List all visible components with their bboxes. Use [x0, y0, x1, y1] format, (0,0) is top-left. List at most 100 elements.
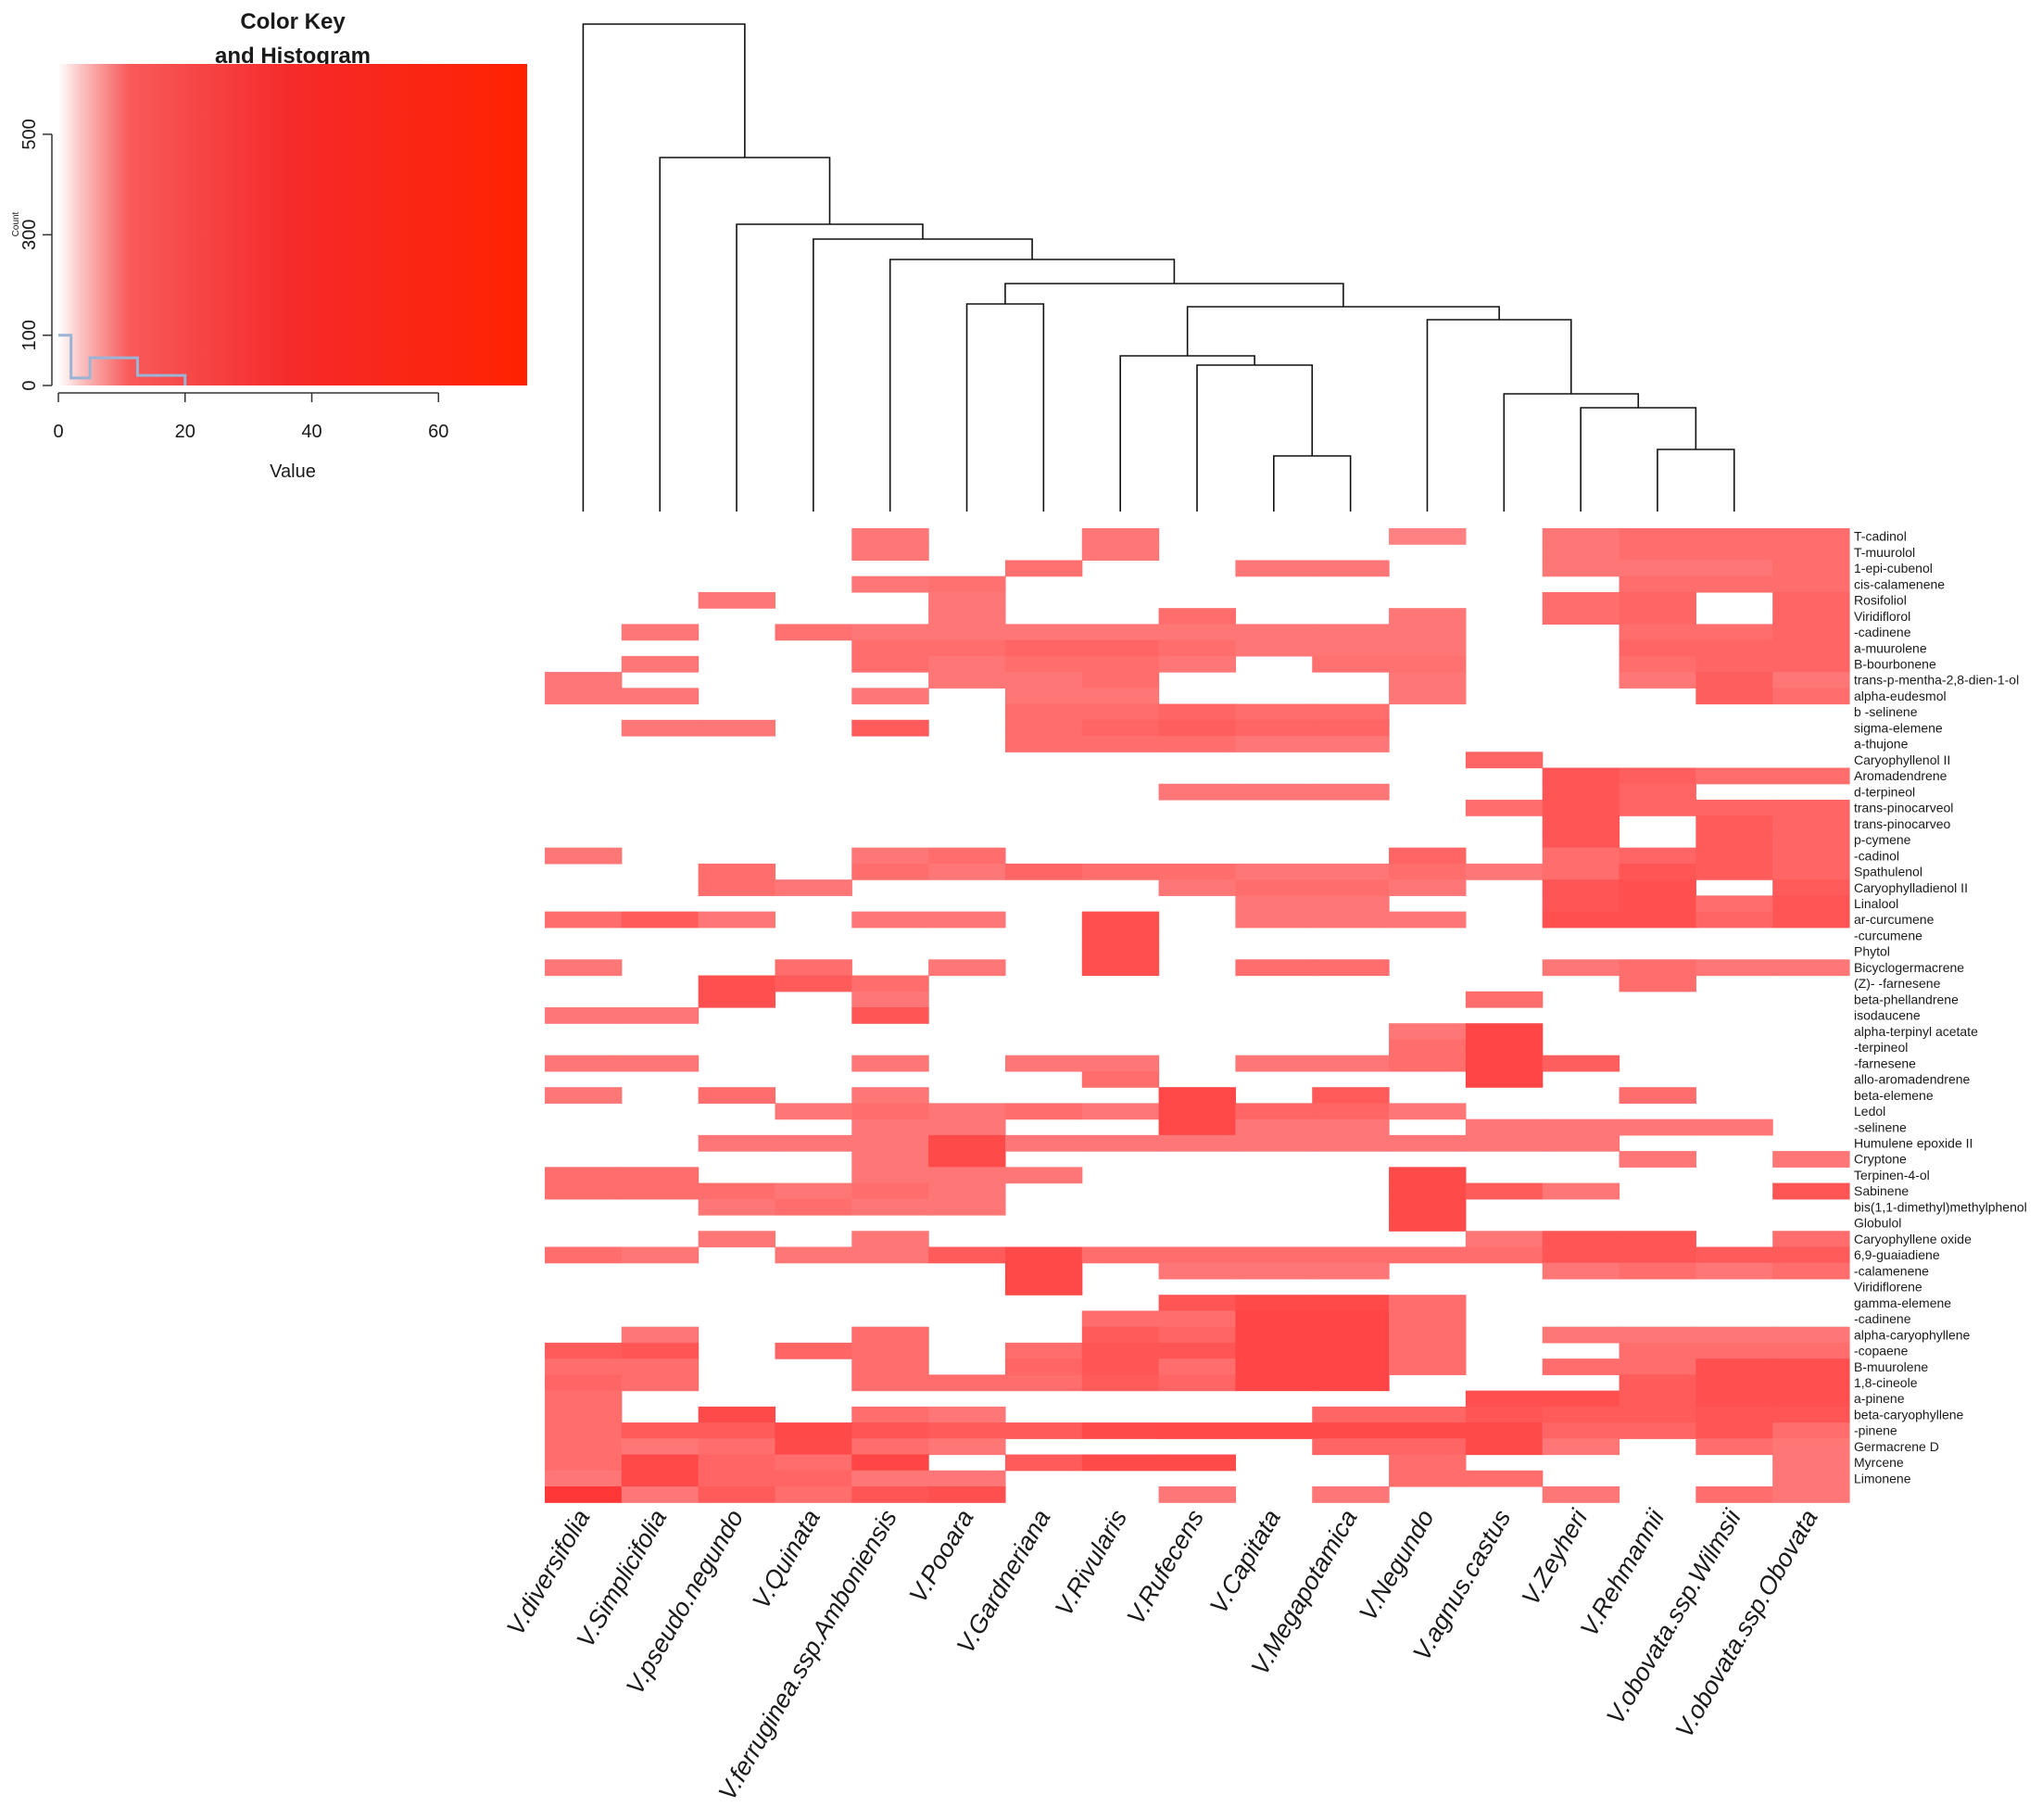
heatmap-cell	[1619, 624, 1696, 641]
heatmap-cell	[851, 1470, 929, 1487]
column-label: V.Rufecens	[1121, 1505, 1209, 1629]
heatmap-cell	[1235, 959, 1313, 977]
heatmap-cell	[621, 1182, 700, 1200]
heatmap-cell	[1004, 1374, 1083, 1392]
y-tick-label: 100	[19, 320, 40, 350]
heatmap-cell	[1081, 959, 1160, 977]
heatmap-cell	[1542, 1246, 1620, 1264]
heatmap-cell	[698, 719, 776, 737]
column-label: V.Zeyheri	[1517, 1504, 1594, 1610]
heatmap-cell	[1312, 783, 1390, 801]
heatmap-cell	[1312, 1326, 1390, 1344]
heatmap-cell	[1772, 544, 1850, 562]
heatmap-cell	[1619, 911, 1696, 929]
heatmap-cell	[1389, 1342, 1467, 1359]
heatmap-cell	[1695, 911, 1773, 929]
row-labels: T-cadinolT-muurolol1-epi-cubenolcis-cala…	[1854, 529, 2027, 1486]
heatmap-cell	[1158, 1454, 1237, 1472]
heatmap-cell	[928, 1438, 1006, 1456]
heatmap-cell	[1542, 1055, 1620, 1072]
heatmap-cell	[1619, 799, 1696, 816]
heatmap-cell	[1389, 1167, 1467, 1184]
heatmap-cell	[1081, 639, 1160, 657]
heatmap-cell	[1695, 1486, 1773, 1503]
heatmap-cell	[545, 1007, 623, 1024]
heatmap-cell	[1542, 544, 1620, 562]
row-label: -cadinene	[1854, 1311, 1911, 1326]
heatmap-cell	[1465, 1182, 1544, 1200]
row-label: Ledol	[1854, 1104, 1885, 1119]
heatmap-cell	[1235, 863, 1313, 880]
heatmap-cell	[1542, 1182, 1620, 1200]
heatmap-cell	[1695, 1326, 1773, 1344]
heatmap-cell	[1465, 1470, 1544, 1487]
heatmap-cell	[851, 544, 929, 562]
heatmap-cell	[1619, 1262, 1696, 1280]
heatmap-cell	[1542, 895, 1620, 913]
heatmap-cell	[621, 624, 700, 641]
heatmap-cell	[1465, 1055, 1544, 1072]
row-label: Viridiflorene	[1854, 1280, 1922, 1295]
heatmap-cell	[1619, 1422, 1696, 1439]
heatmap-cell	[1695, 1262, 1773, 1280]
heatmap-cell	[698, 1198, 776, 1216]
heatmap-cell	[545, 1182, 623, 1200]
heatmap-cell	[698, 1134, 776, 1152]
heatmap-cell	[1312, 560, 1390, 577]
row-label: alpha-terpinyl acetate	[1854, 1024, 1978, 1039]
heatmap-cell	[1081, 911, 1160, 929]
heatmap-cell	[1695, 1438, 1773, 1456]
heatmap-cell	[928, 1198, 1006, 1216]
heatmap-cell	[1772, 655, 1850, 673]
row-label: -copaene	[1854, 1344, 1909, 1359]
heatmap-cell	[1389, 911, 1467, 929]
heatmap-cell	[1389, 1326, 1467, 1344]
heatmap-cell	[1081, 1070, 1160, 1088]
heatmap-cell	[1158, 1422, 1237, 1439]
heatmap-cell	[1158, 736, 1237, 752]
heatmap-cell	[1235, 1326, 1313, 1344]
heatmap-cell	[1465, 1438, 1544, 1456]
dendrogram-branch	[1657, 449, 1735, 512]
dendrogram-branch	[1004, 283, 1344, 307]
heatmap-cell	[1695, 1406, 1773, 1423]
heatmap-cell	[1542, 528, 1620, 545]
heatmap-cell	[698, 591, 776, 609]
heatmap-cell	[851, 1182, 929, 1200]
heatmap-cell	[851, 911, 929, 929]
heatmap-cell	[775, 1246, 852, 1264]
heatmap-cell	[1542, 1326, 1620, 1344]
heatmap-cell	[1312, 1119, 1390, 1136]
heatmap-cell	[545, 1342, 623, 1359]
heatmap-cell	[1772, 608, 1850, 625]
heatmap-cell	[1235, 895, 1313, 913]
heatmap-cell	[928, 1103, 1006, 1120]
heatmap-cell	[851, 719, 929, 737]
heatmap-cell	[1235, 1374, 1313, 1392]
heatmap-cell	[621, 1422, 700, 1439]
heatmap-cell	[1772, 831, 1850, 849]
heatmap-cell	[1158, 655, 1237, 673]
heatmap-cell	[775, 1438, 852, 1456]
heatmap-cell	[621, 1374, 700, 1392]
heatmap-cell	[545, 1422, 623, 1439]
heatmap-cell	[1312, 655, 1390, 673]
heatmap-cell	[1389, 1023, 1467, 1041]
heatmap-cell	[1619, 544, 1696, 562]
heatmap-cell	[1772, 1151, 1850, 1168]
row-label: -cadinol	[1854, 848, 1899, 863]
heatmap-cell	[1695, 895, 1773, 913]
heatmap-cell	[1389, 1470, 1467, 1487]
heatmap-cell	[851, 1134, 929, 1152]
heatmap-cell	[851, 991, 929, 1008]
heatmap-cell	[851, 688, 929, 705]
heatmap-cell	[1772, 1374, 1850, 1392]
heatmap-cell	[1619, 975, 1696, 992]
heatmap-cell	[1081, 1246, 1160, 1264]
heatmap-cell	[1004, 624, 1083, 641]
heatmap-cell	[1619, 575, 1696, 593]
heatmap-cell	[928, 608, 1006, 625]
row-label: Caryophylladienol II	[1854, 880, 1968, 895]
heatmap-cell	[1081, 672, 1160, 689]
heatmap-cell	[621, 1470, 700, 1487]
